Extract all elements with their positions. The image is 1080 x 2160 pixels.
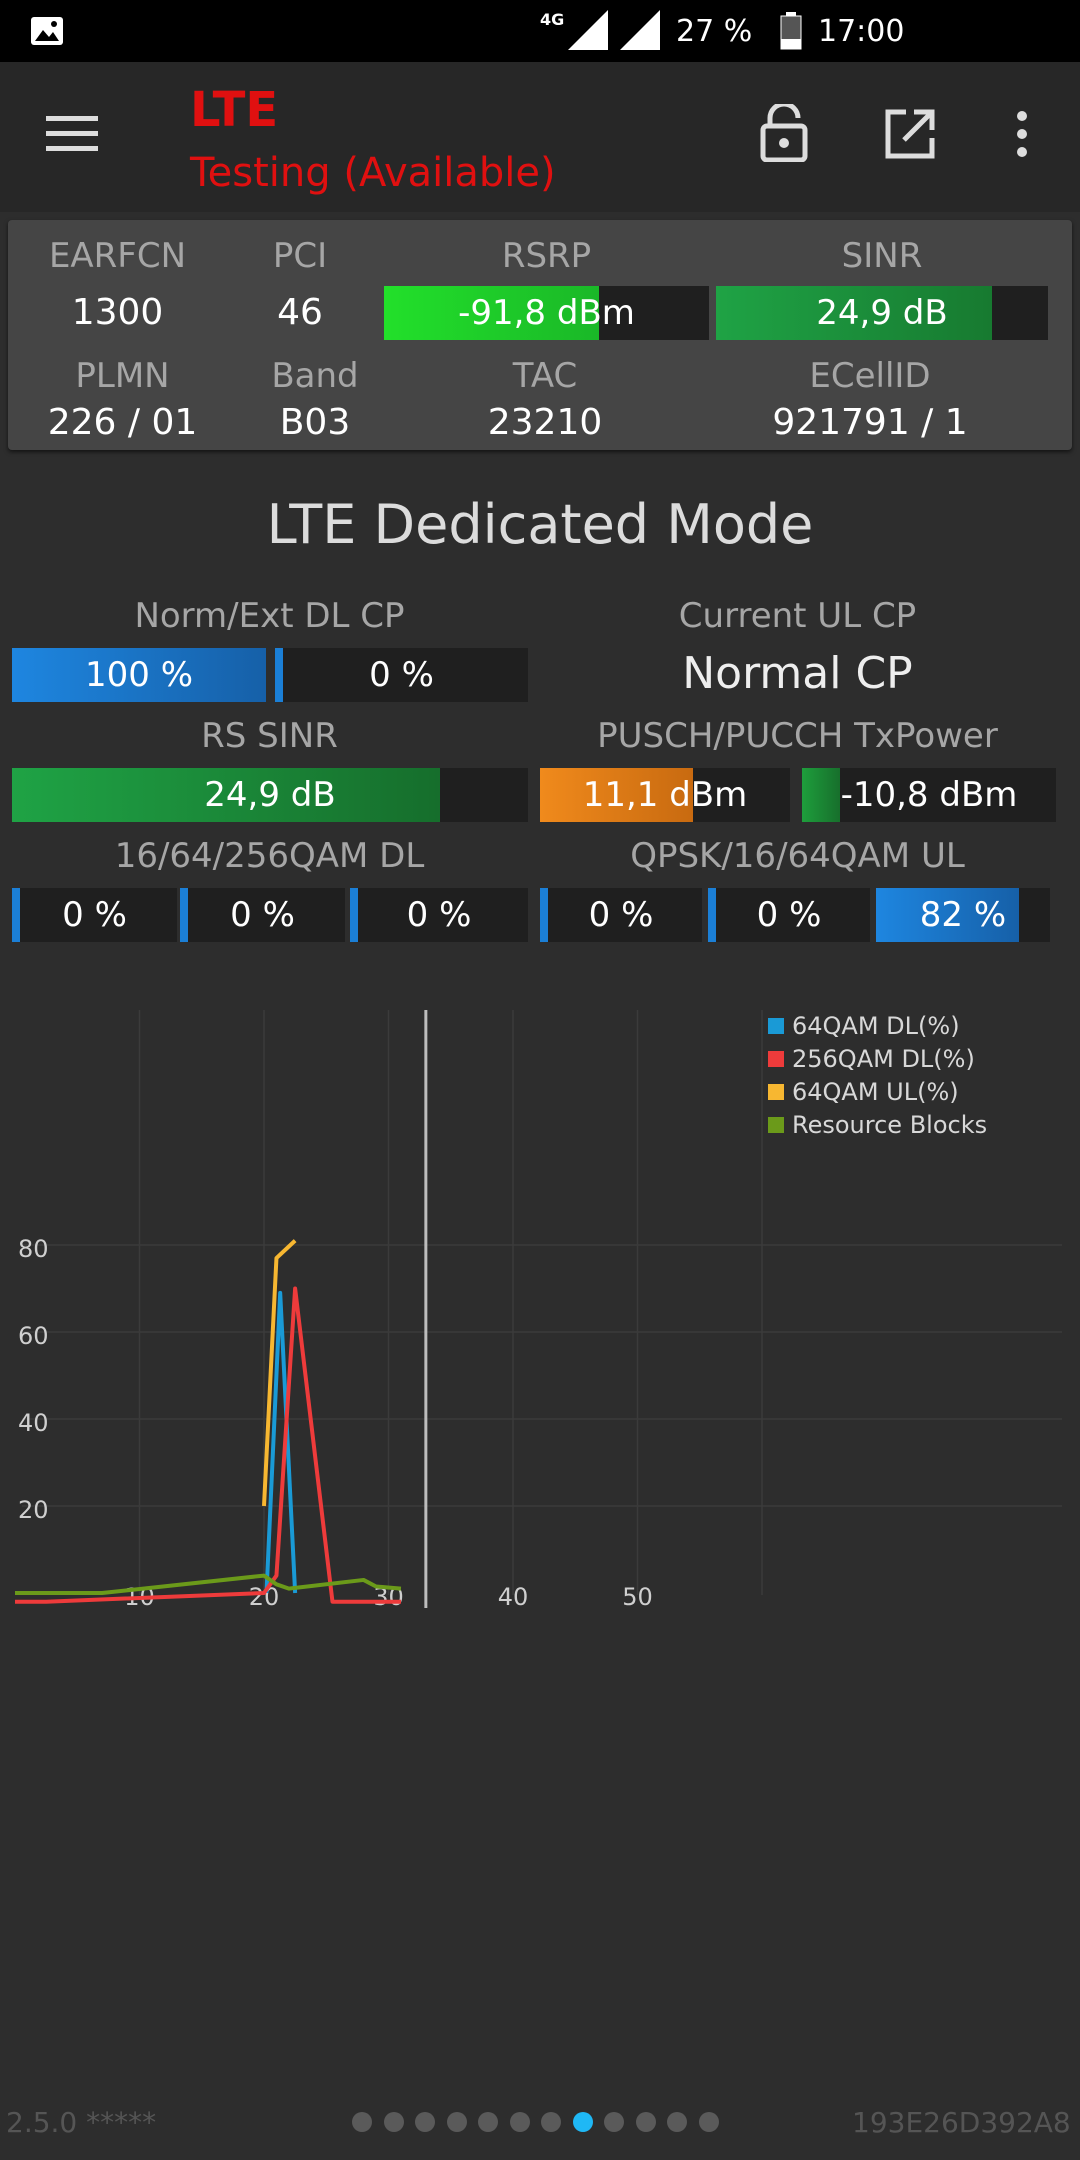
- page-dot[interactable]: [352, 2112, 372, 2132]
- signal-icon: [568, 10, 608, 50]
- menu-icon[interactable]: [46, 114, 98, 154]
- y-tick-label: 60: [18, 1322, 49, 1350]
- series-line: [15, 1573, 402, 1595]
- series-line: [264, 1290, 298, 1594]
- lock-open-icon[interactable]: [760, 104, 808, 162]
- earfcn-label: EARFCN: [48, 236, 187, 276]
- pci-label: PCI: [272, 236, 328, 276]
- page-dot[interactable]: [667, 2112, 687, 2132]
- open-external-icon[interactable]: [884, 108, 936, 160]
- rsrp-value: -91,8 dBm: [458, 293, 635, 333]
- ext-dl-cp-value: 0 %: [369, 655, 434, 695]
- pci-value: 46: [277, 292, 323, 333]
- legend-swatch: [768, 1117, 784, 1133]
- legend-entry: Resource Blocks: [792, 1111, 987, 1139]
- app-bar: LTE Testing (Available): [0, 62, 1080, 212]
- legend-swatch: [768, 1084, 784, 1100]
- x-tick-label: 40: [498, 1583, 529, 1611]
- legend-swatch: [768, 1051, 784, 1067]
- legend-entry: 64QAM UL(%): [792, 1078, 959, 1106]
- x-tick-label: 50: [622, 1583, 653, 1611]
- pucch-txpower-value: -10,8 dBm: [840, 775, 1018, 815]
- page-dot[interactable]: [604, 2112, 624, 2132]
- sinr-label: SINR: [841, 236, 923, 276]
- series-line: [262, 1239, 297, 1507]
- more-options-icon[interactable]: [1012, 110, 1032, 158]
- qpsk-ul-bar: 0 %: [540, 888, 702, 942]
- plmn-value: 226 / 01: [47, 402, 198, 443]
- page-dot[interactable]: [635, 2112, 656, 2132]
- sinr-value: 24,9 dB: [816, 293, 948, 333]
- legend-entry: 64QAM DL(%): [792, 1012, 960, 1040]
- qam64-ul-bar: 82 %: [876, 888, 1050, 942]
- qam64-dl-value: 0 %: [230, 895, 295, 935]
- device-id: 193E26D392A8: [852, 2106, 1071, 2139]
- qam64-ul-value: 82 %: [919, 895, 1007, 935]
- ecellid-label: ECellID: [809, 356, 931, 396]
- image-notification-icon: [31, 17, 63, 45]
- status-bar: 4G 27 % 17:00: [0, 0, 1080, 62]
- pusch-txpower-bar: 11,1 dBm: [540, 768, 790, 822]
- qam64-dl-bar: 0 %: [180, 888, 345, 942]
- sinr-bar: 24,9 dB: [716, 286, 1048, 340]
- legend-swatch: [768, 1018, 784, 1034]
- network-type-label: 4G: [540, 10, 565, 29]
- qam256-dl-value: 0 %: [406, 895, 472, 935]
- page-dot[interactable]: [478, 2112, 498, 2132]
- app-title: LTE: [190, 82, 279, 138]
- rsrp-bar: -91,8 dBm: [384, 286, 709, 340]
- y-tick-label: 80: [18, 1235, 49, 1263]
- page-dot[interactable]: [415, 2112, 435, 2132]
- y-tick-label: 20: [18, 1496, 49, 1524]
- qpsk-ul-value: 0 %: [588, 895, 654, 935]
- clock: 17:00: [818, 14, 905, 49]
- y-tick-label: 40: [18, 1409, 49, 1437]
- qam-dl-label: 16/64/256QAM DL: [114, 836, 425, 876]
- band-value: B03: [279, 402, 351, 443]
- battery-icon: [780, 12, 802, 50]
- ecellid-value: 921791 / 1: [772, 402, 968, 443]
- qam16-ul-bar: 0 %: [708, 888, 870, 942]
- signal-icon-2: [620, 10, 660, 50]
- series-line: [15, 1286, 401, 1604]
- ext-dl-cp-bar: 0 %: [275, 648, 528, 702]
- norm-dl-cp-value: 100 %: [84, 655, 193, 695]
- legend-entry: 256QAM DL(%): [792, 1045, 975, 1073]
- tac-label: TAC: [512, 356, 578, 396]
- pusch-pucch-label: PUSCH/PUCCH TxPower: [597, 716, 998, 756]
- pusch-txpower-value: 11,1 dBm: [582, 775, 748, 815]
- page-dot[interactable]: [541, 2112, 561, 2132]
- rs-sinr-bar: 24,9 dB: [12, 768, 528, 822]
- pucch-txpower-bar: -10,8 dBm: [802, 768, 1056, 822]
- app-subtitle: Testing (Available): [190, 150, 556, 196]
- rs-sinr-value: 24,9 dB: [204, 775, 336, 815]
- tac-value: 23210: [487, 402, 603, 443]
- norm-dl-cp-bar: 100 %: [12, 648, 266, 702]
- band-label: Band: [271, 356, 359, 396]
- qam16-dl-bar: 0 %: [12, 888, 177, 942]
- qam-ul-label: QPSK/16/64QAM UL: [630, 836, 965, 876]
- norm-ext-dl-cp-label: Norm/Ext DL CP: [134, 596, 405, 636]
- qam256-dl-bar: 0 %: [350, 888, 528, 942]
- page-dot[interactable]: [446, 2112, 467, 2132]
- page-dot[interactable]: [383, 2112, 404, 2132]
- rsrp-label: RSRP: [501, 236, 592, 276]
- qam16-dl-value: 0 %: [62, 895, 127, 935]
- mode-title: LTE Dedicated Mode: [266, 493, 814, 556]
- rs-sinr-label: RS SINR: [201, 716, 338, 756]
- app-version: 2.5.0 *****: [6, 2106, 157, 2139]
- page-dot[interactable]: [698, 2112, 719, 2132]
- x-tick-label: 20: [249, 1583, 280, 1611]
- battery-percent: 27 %: [676, 14, 753, 49]
- plmn-label: PLMN: [75, 356, 170, 396]
- current-ul-cp-label: Current UL CP: [678, 596, 917, 636]
- qam16-ul-value: 0 %: [756, 895, 822, 935]
- current-ul-cp-value: Normal CP: [682, 648, 913, 699]
- page-dot-active[interactable]: [572, 2112, 593, 2132]
- earfcn-value: 1300: [71, 292, 164, 333]
- page-dot[interactable]: [509, 2112, 530, 2132]
